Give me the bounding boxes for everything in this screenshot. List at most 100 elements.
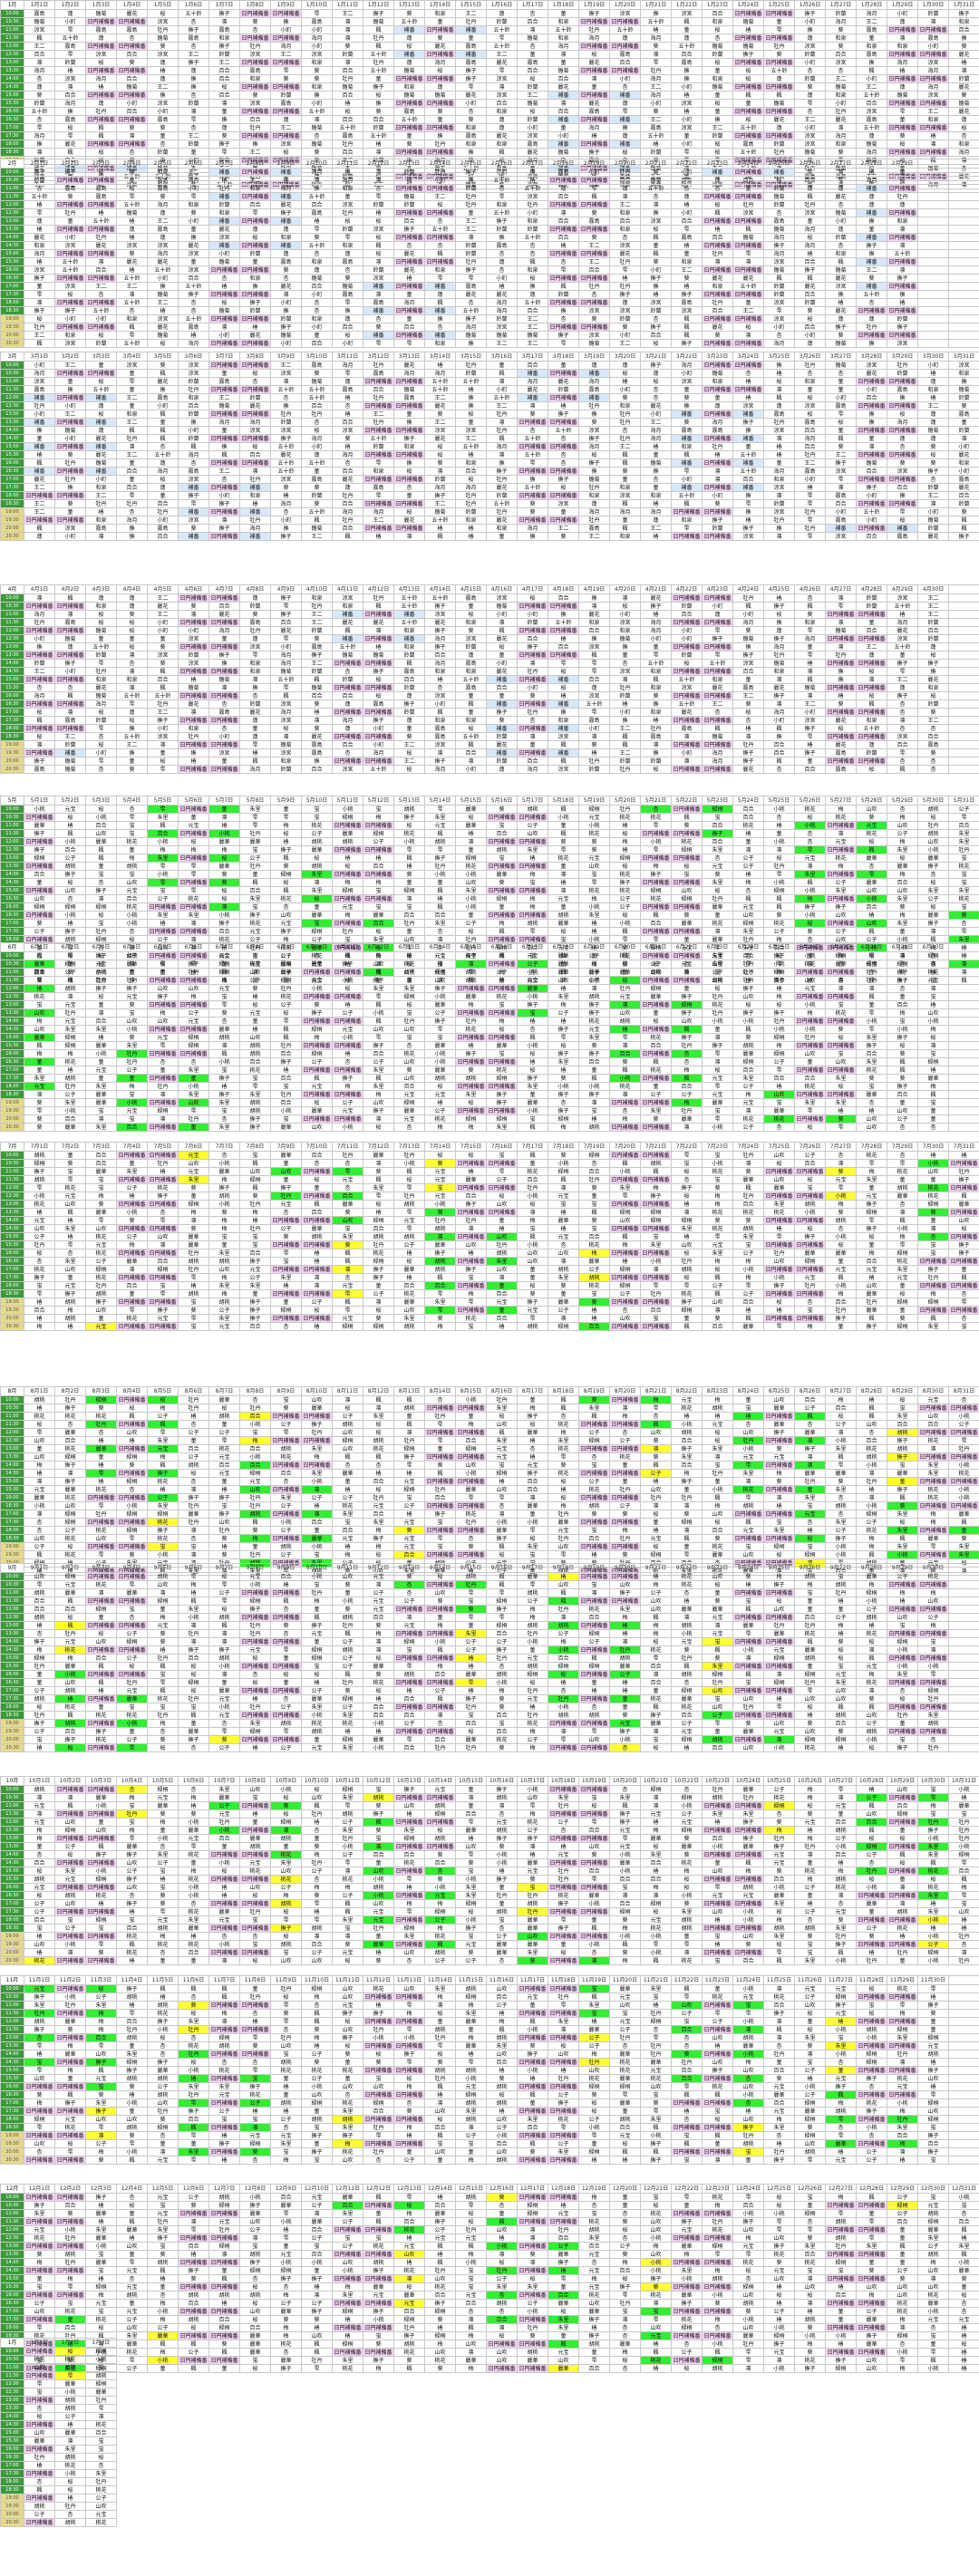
shift-cell[interactable]: 蛍 [301,805,333,814]
shift-cell[interactable]: 菫 [486,691,518,700]
shift-cell[interactable]: 撫 [763,361,795,370]
shift-cell[interactable]: 鈴蘭 [917,483,949,492]
shift-cell[interactable]: 蓮 [147,74,179,83]
shift-cell[interactable]: 王二 [393,757,425,766]
shift-cell[interactable]: 百合 [948,25,979,34]
shift-cell[interactable]: 撫 [116,532,148,541]
shift-cell[interactable]: 補番 [609,140,641,149]
shift-cell[interactable]: 麗花 [763,683,795,692]
shift-cell[interactable]: 元宝 [732,902,764,912]
shift-cell[interactable]: 桜 [486,1192,518,1201]
shift-cell[interactable]: 日円補備番 [702,507,733,516]
shift-cell[interactable]: 桃花 [116,837,148,846]
shift-cell[interactable]: 山吹 [54,886,86,895]
shift-cell[interactable]: 葵 [147,642,179,651]
shift-cell[interactable]: 小町 [948,442,979,451]
shift-cell[interactable]: 百合 [794,1074,826,1083]
shift-cell[interactable]: 菫 [393,410,425,419]
shift-cell[interactable]: 五十鈴 [363,434,394,443]
shift-cell[interactable]: 凛 [116,667,148,676]
shift-cell[interactable]: 雫 [393,339,425,348]
shift-cell[interactable]: 緑桐 [640,886,672,895]
shift-cell[interactable]: 百合 [702,9,733,18]
shift-cell[interactable]: 撫子 [517,1000,548,1009]
shift-cell[interactable]: 凛 [147,1240,179,1249]
shift-cell[interactable]: 麗花 [671,708,703,717]
shift-cell[interactable]: 桜 [239,369,271,378]
shift-cell[interactable]: 海月 [640,618,672,627]
shift-cell[interactable]: 海月 [239,418,271,427]
shift-cell[interactable]: 蓮 [887,17,918,26]
shift-cell[interactable]: 菫 [794,217,826,226]
shift-cell[interactable]: 百合 [486,99,518,108]
shift-cell[interactable]: 日円補備番 [825,821,857,830]
shift-cell[interactable]: 公子 [948,805,979,814]
shift-cell[interactable]: 蓮 [332,699,363,709]
shift-cell[interactable]: 海月 [424,634,456,643]
shift-cell[interactable]: 朱里 [239,805,271,814]
shift-cell[interactable]: 椿 [332,442,363,451]
shift-cell[interactable]: 日円補備番 [702,361,733,370]
shift-cell[interactable]: 鈴蘭 [486,732,518,741]
shift-cell[interactable]: 王二 [54,410,86,419]
shift-cell[interactable]: 蓮 [424,82,456,92]
shift-cell[interactable]: 葵 [178,602,209,611]
shift-cell[interactable]: 日円補備番 [116,140,148,149]
shift-cell[interactable]: 撫子 [640,361,672,370]
shift-cell[interactable]: 蛍 [640,1232,672,1241]
shift-cell[interactable]: 和泉 [178,724,209,733]
shift-cell[interactable]: 霧島 [763,410,795,419]
shift-cell[interactable]: 牡丹 [732,200,764,209]
shift-cell[interactable]: 日円補備番 [393,426,425,435]
shift-cell[interactable]: 日円補備番 [239,107,271,116]
shift-cell[interactable]: 桜 [763,951,795,960]
shift-cell[interactable]: 朱里 [301,870,333,879]
shift-cell[interactable]: 菫 [640,642,672,651]
shift-cell[interactable]: 杏 [54,894,86,903]
shift-cell[interactable]: 撫 [393,418,425,427]
shift-cell[interactable]: 牡丹 [301,410,333,419]
shift-cell[interactable]: 日円補備番 [239,82,271,92]
shift-cell[interactable]: 杏 [393,241,425,250]
shift-cell[interactable]: 葵 [732,699,764,709]
shift-cell[interactable]: 撫 [548,610,579,619]
shift-cell[interactable]: 撫子 [424,626,456,635]
shift-cell[interactable]: 霧島 [578,107,610,116]
shift-cell[interactable]: 椿 [178,1281,209,1290]
shift-cell[interactable]: 撫子 [178,58,209,67]
shift-cell[interactable]: 桜 [455,1151,487,1160]
shift-cell[interactable]: 雫 [548,339,579,348]
shift-cell[interactable]: 楓 [609,450,641,459]
shift-cell[interactable]: 楓 [671,1025,703,1034]
shift-cell[interactable]: 麗華 [424,1041,456,1050]
shift-cell[interactable]: 菫 [363,74,394,83]
shift-cell[interactable]: 雫 [609,265,641,275]
shift-cell[interactable]: 霧島 [455,131,487,140]
shift-cell[interactable]: 日円補備番 [54,249,86,258]
shift-cell[interactable]: 凛 [363,257,394,266]
shift-cell[interactable]: 葵 [548,837,579,846]
shift-cell[interactable]: 胡桃 [640,968,672,977]
shift-cell[interactable]: 百合 [332,524,363,533]
shift-cell[interactable]: 補番 [424,331,456,340]
shift-cell[interactable]: 日円補備番 [24,516,55,525]
shift-cell[interactable]: 日円補備番 [609,42,641,51]
shift-cell[interactable]: 桜 [794,410,826,419]
shift-cell[interactable]: 撫子 [332,960,363,969]
shift-cell[interactable]: 補番 [548,724,579,733]
shift-cell[interactable]: 鈴蘭 [178,651,209,660]
shift-cell[interactable]: 麗花 [363,618,394,627]
shift-cell[interactable]: 緑桐 [732,919,764,928]
shift-cell[interactable]: 杏 [332,1057,363,1066]
shift-cell[interactable]: 桜 [794,314,826,323]
shift-cell[interactable]: 朱里 [486,1257,518,1266]
shift-cell[interactable]: 緑桐 [609,1281,641,1290]
shift-cell[interactable]: 元宝 [887,1273,918,1282]
shift-cell[interactable]: 山吹 [671,1017,703,1026]
shift-cell[interactable]: 杏 [887,805,918,814]
shift-cell[interactable]: 椿 [517,1017,548,1026]
shift-cell[interactable]: 雫 [239,651,271,660]
shift-cell[interactable]: 牡丹 [455,192,487,201]
shift-cell[interactable]: 公子 [363,837,394,846]
shift-cell[interactable]: 麗華 [270,1123,302,1132]
